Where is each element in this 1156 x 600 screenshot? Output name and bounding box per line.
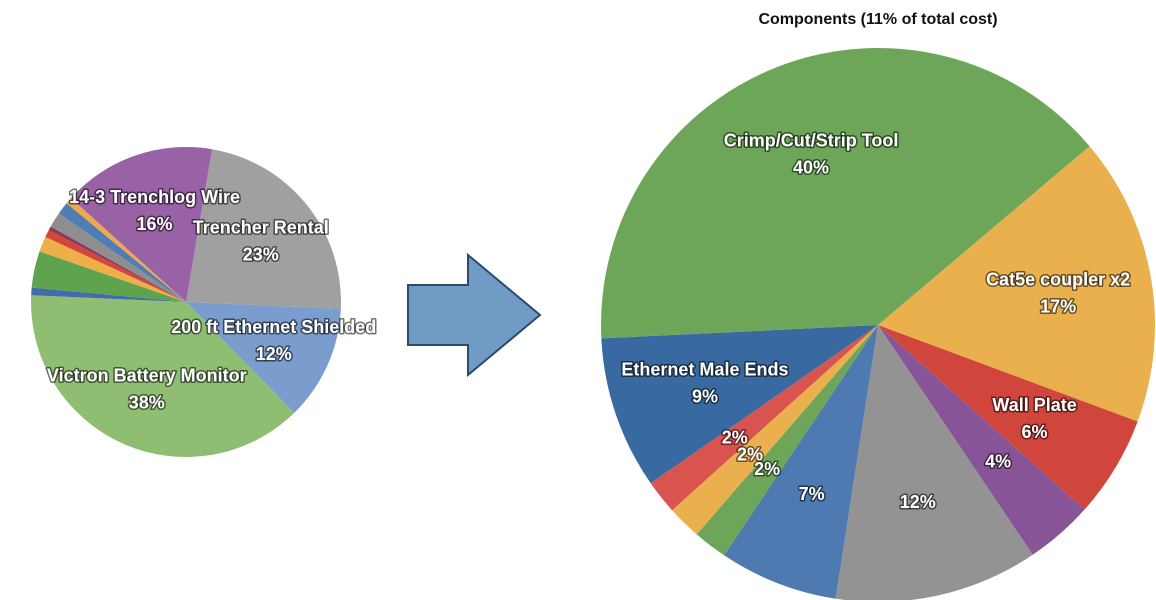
slice-label: Cat5e coupler x2 <box>986 269 1130 289</box>
pie-slice <box>650 325 878 511</box>
pie-slice <box>50 213 186 302</box>
slice-label: Trencher Rental <box>193 217 329 237</box>
pie-slice <box>66 198 186 302</box>
slice-label: Crimp/Cut/Strip Tool <box>724 131 899 151</box>
pie-slice <box>878 146 1155 422</box>
slice-label: Victron Battery Monitor <box>47 365 247 385</box>
slice-value-label: 17% <box>1040 296 1076 316</box>
slice-value-label: 38% <box>129 392 165 412</box>
slice-label: 14-3 Trenchlog Wire <box>69 187 240 207</box>
slice-label: Ethernet Male Ends <box>621 360 788 380</box>
slice-value-label: 16% <box>137 214 173 234</box>
slice-value-label: 6% <box>1022 422 1048 442</box>
pie-slice <box>878 325 1085 555</box>
slice-value-label: 2% <box>754 459 780 479</box>
pie-slice <box>601 325 878 484</box>
pie-slice <box>696 325 878 556</box>
pie-slice <box>31 287 187 302</box>
slice-value-label: 7% <box>799 484 825 504</box>
pie-slice <box>39 236 187 302</box>
slice-value-label: 2% <box>737 444 763 464</box>
slice-value-label: 4% <box>985 452 1011 472</box>
slice-value-label: 12% <box>900 492 936 512</box>
pie-slice <box>601 47 1090 339</box>
slice-label: 200 ft Ethernet Shielded <box>171 317 376 337</box>
pie-slice <box>45 229 186 302</box>
slice-value-label: 23% <box>243 244 279 264</box>
chart-title: Components (11% of total cost) <box>758 11 997 28</box>
pie-slice <box>58 203 186 302</box>
pie-slice <box>48 226 186 302</box>
pie-slice <box>186 149 341 309</box>
pie-slice <box>672 325 878 535</box>
pie-slice <box>186 302 341 413</box>
slice-value-label: 9% <box>692 387 718 407</box>
pie-slice <box>31 251 186 302</box>
slice-value-label: 2% <box>722 427 748 447</box>
slice-value-label: 12% <box>256 344 292 364</box>
pie-slice <box>70 147 213 302</box>
pie-slice <box>31 295 295 457</box>
pie-slice <box>835 325 1033 600</box>
pie-slice <box>878 325 1138 510</box>
slice-label: Wall Plate <box>992 395 1076 415</box>
arrow <box>407 252 542 378</box>
slice-value-label: 40% <box>793 158 829 178</box>
pie-slice <box>724 325 878 599</box>
